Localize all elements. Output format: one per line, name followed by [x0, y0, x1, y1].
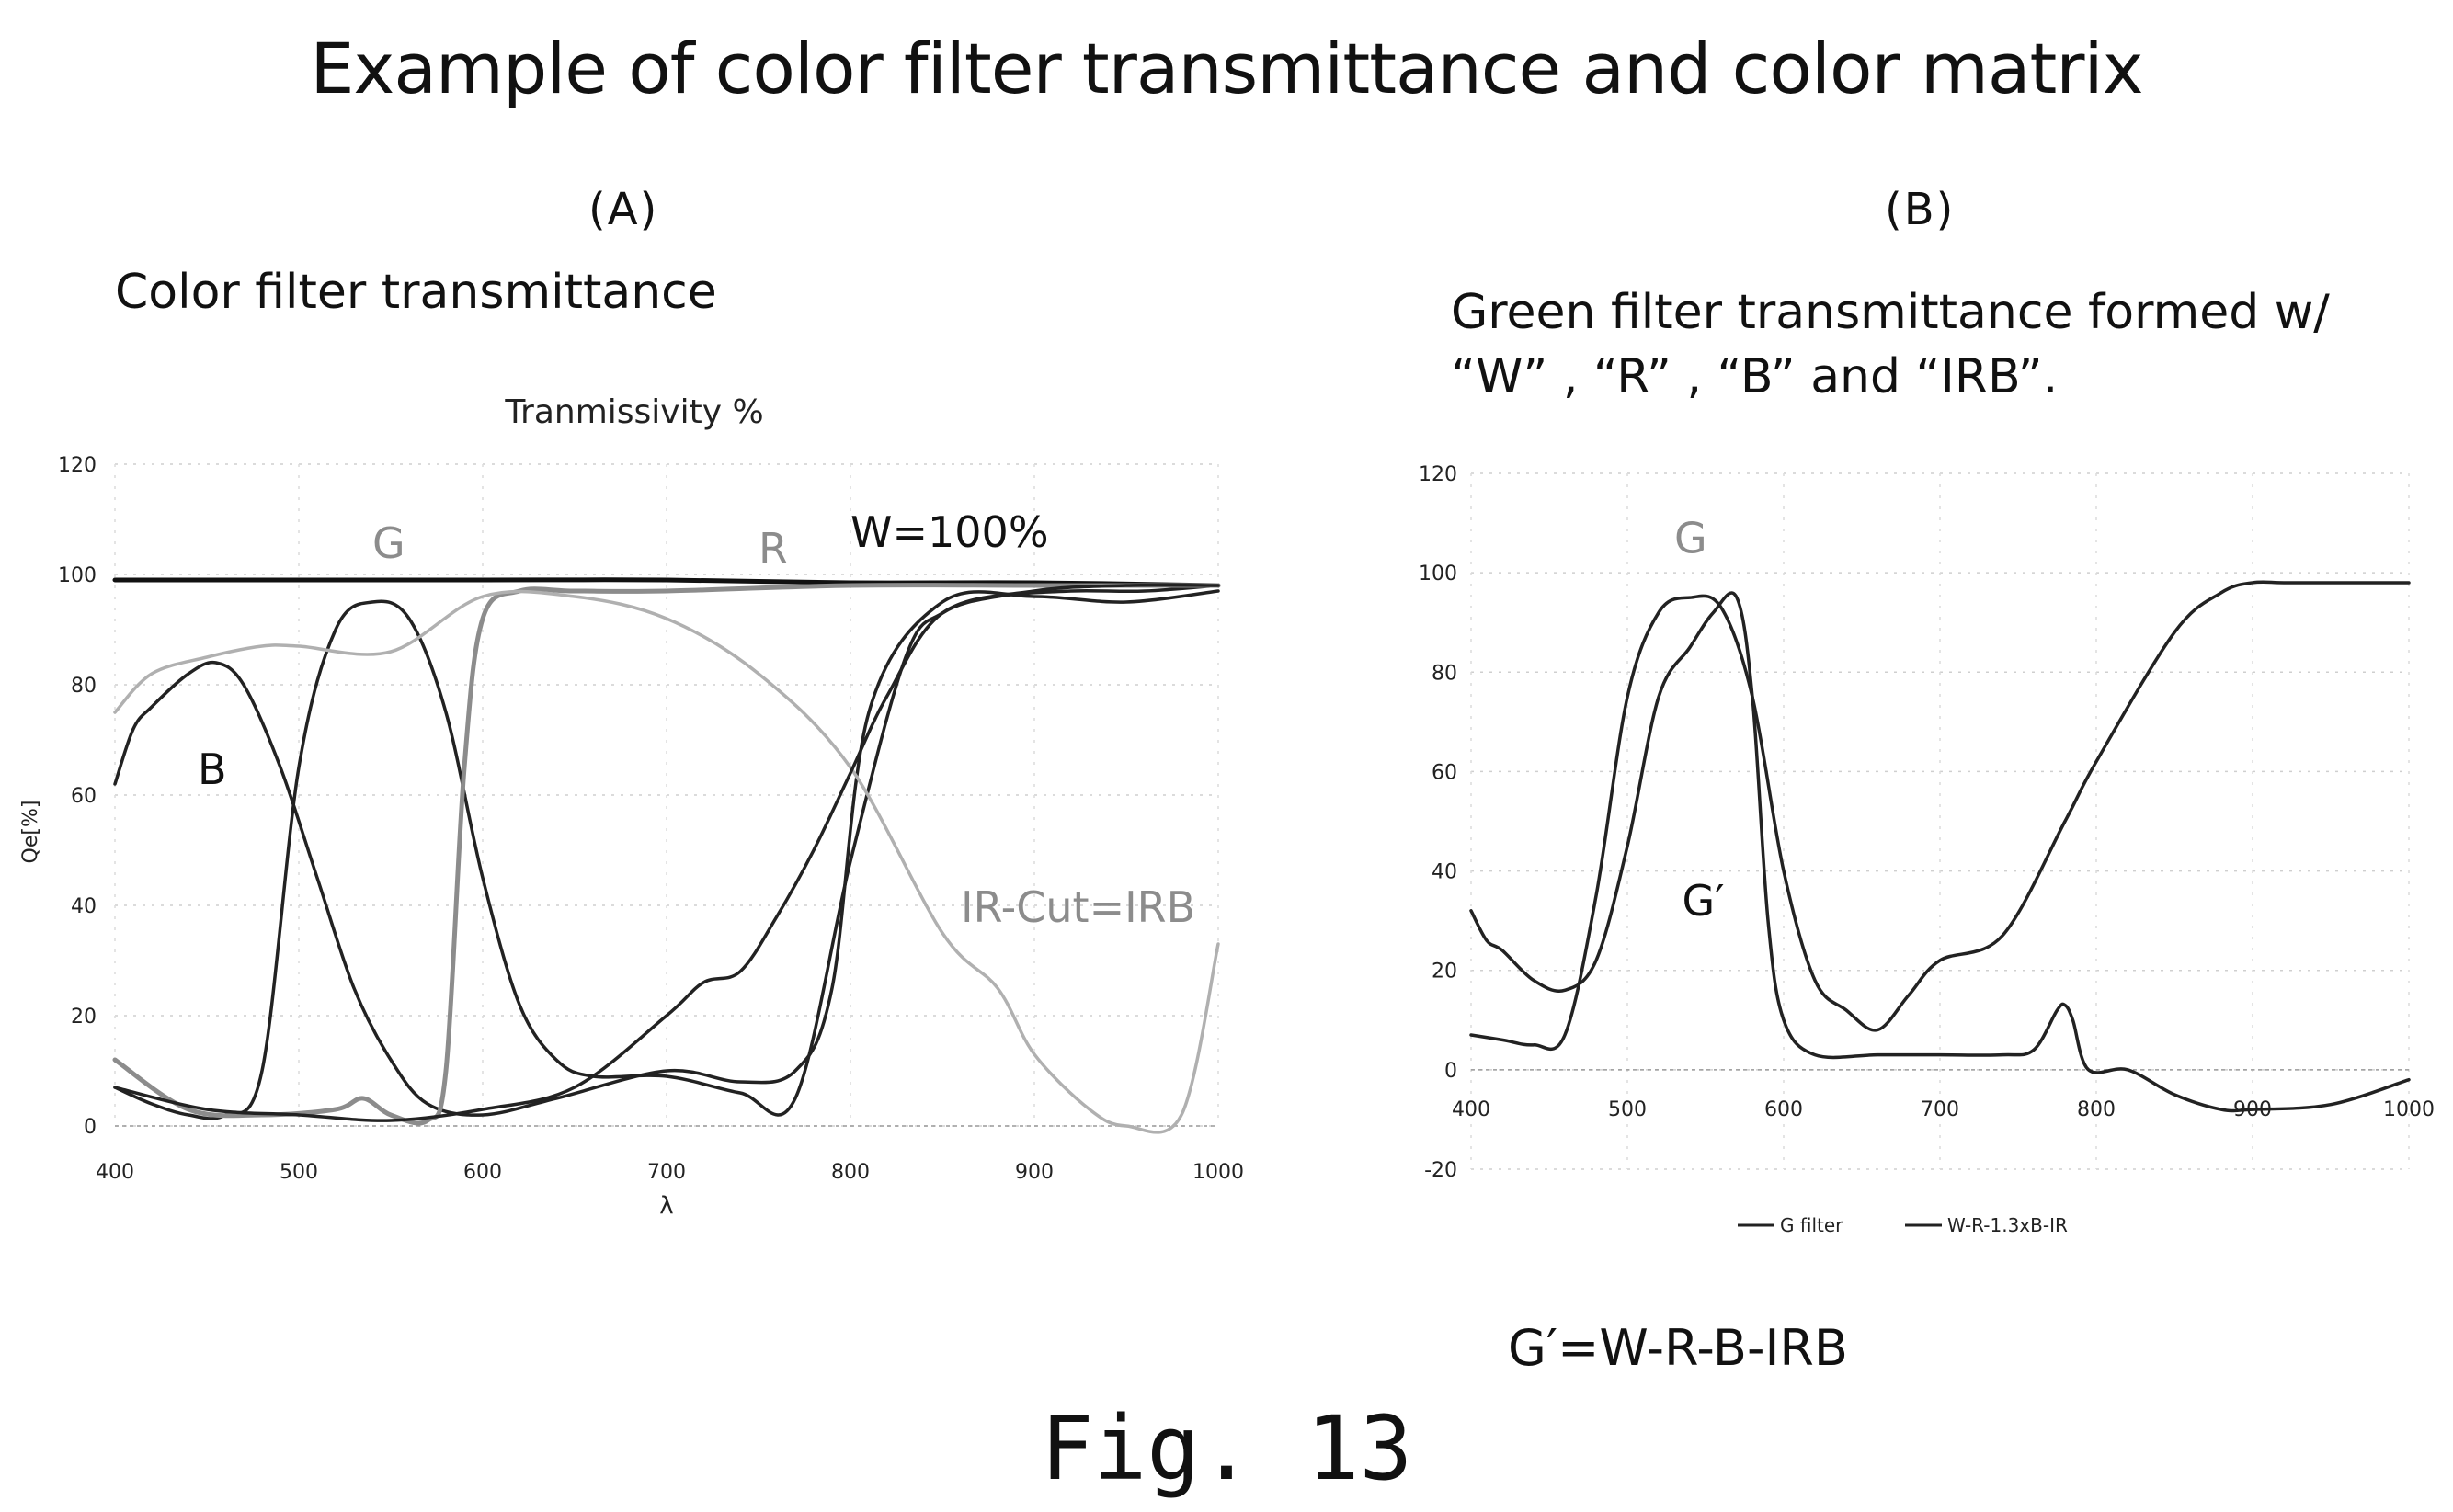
x-tick-label: 500 — [280, 1161, 318, 1184]
x-tick-label: 400 — [96, 1161, 134, 1184]
chart-title: Tranmissivity % — [504, 393, 763, 431]
annotation-label: G — [1674, 514, 1707, 563]
series-line-ir — [113, 583, 1220, 1122]
x-tick-label: 800 — [2077, 1098, 2116, 1121]
annotation-label: G — [372, 518, 405, 568]
y-tick-label: 60 — [1432, 761, 1457, 784]
x-tick-label: 500 — [1608, 1098, 1647, 1121]
main-title: Example of color filter transmittance an… — [310, 28, 2143, 109]
y-tick-label: 120 — [1419, 463, 1457, 486]
panel-a-label: (A) — [588, 184, 659, 235]
y-tick-label: -20 — [1424, 1159, 1457, 1182]
y-tick-label: 0 — [1444, 1060, 1457, 1083]
series-line-w — [112, 577, 1221, 588]
annotation-label: B — [198, 745, 227, 794]
y-axis-label: Qe[%] — [19, 801, 42, 864]
annotation-label: W=100% — [850, 507, 1049, 557]
series-line-g — [113, 584, 1220, 1120]
annotation-label: IR-Cut=IRB — [961, 882, 1195, 932]
panel-a-subtitle: Color filter transmittance — [115, 265, 717, 320]
x-tick-label: 600 — [463, 1161, 502, 1184]
panel-b-label: (B) — [1885, 184, 1956, 235]
y-tick-label: 120 — [58, 454, 97, 477]
series-line-w-r-1-3xb-ir — [1469, 591, 2411, 1113]
annotation-label: G′ — [1683, 876, 1725, 926]
y-tick-label: 20 — [71, 1006, 97, 1029]
x-tick-label: 600 — [1764, 1098, 1803, 1121]
x-tick-label: 400 — [1452, 1098, 1490, 1121]
x-tick-label: 700 — [1921, 1098, 1959, 1121]
panel-b-subtitle-line2: “W” , “R” , “B” and “IRB”. — [1451, 349, 2059, 404]
y-tick-label: 80 — [1432, 662, 1457, 685]
x-tick-label: 1000 — [1192, 1161, 1244, 1184]
series-line-r — [112, 583, 1221, 1126]
series-line-g-filter — [1469, 580, 2411, 1051]
y-tick-label: 60 — [71, 785, 97, 808]
x-tick-label: 1000 — [2383, 1098, 2435, 1121]
panel-b-subtitle-line1: Green filter transmittance formed w/ — [1451, 285, 2330, 340]
x-tick-label: 800 — [831, 1161, 870, 1184]
y-tick-label: 20 — [1432, 961, 1457, 983]
y-tick-label: 100 — [58, 564, 97, 587]
figure-label: Fig. 13 — [1040, 1397, 1413, 1500]
panel-b-subtitle: Green filter transmittance formed w/ “W”… — [1451, 280, 2330, 409]
series-line-ir-cut-irb — [113, 589, 1220, 1134]
y-tick-label: 0 — [84, 1116, 97, 1139]
y-tick-label: 40 — [1432, 861, 1457, 884]
y-tick-label: 100 — [1419, 563, 1457, 585]
annotation-label: R — [759, 524, 788, 574]
x-axis-label: λ — [659, 1192, 673, 1220]
equation-label: G′=W-R-B-IRB — [1508, 1319, 1848, 1377]
series-line-b — [113, 589, 1220, 1117]
y-tick-label: 80 — [71, 675, 97, 698]
legend-label: G filter — [1780, 1214, 1843, 1236]
y-tick-label: 40 — [71, 895, 97, 918]
legend-label: W-R-1.3xB-IR — [1947, 1214, 2068, 1236]
x-tick-label: 700 — [647, 1161, 686, 1184]
x-tick-label: 900 — [1015, 1161, 1054, 1184]
